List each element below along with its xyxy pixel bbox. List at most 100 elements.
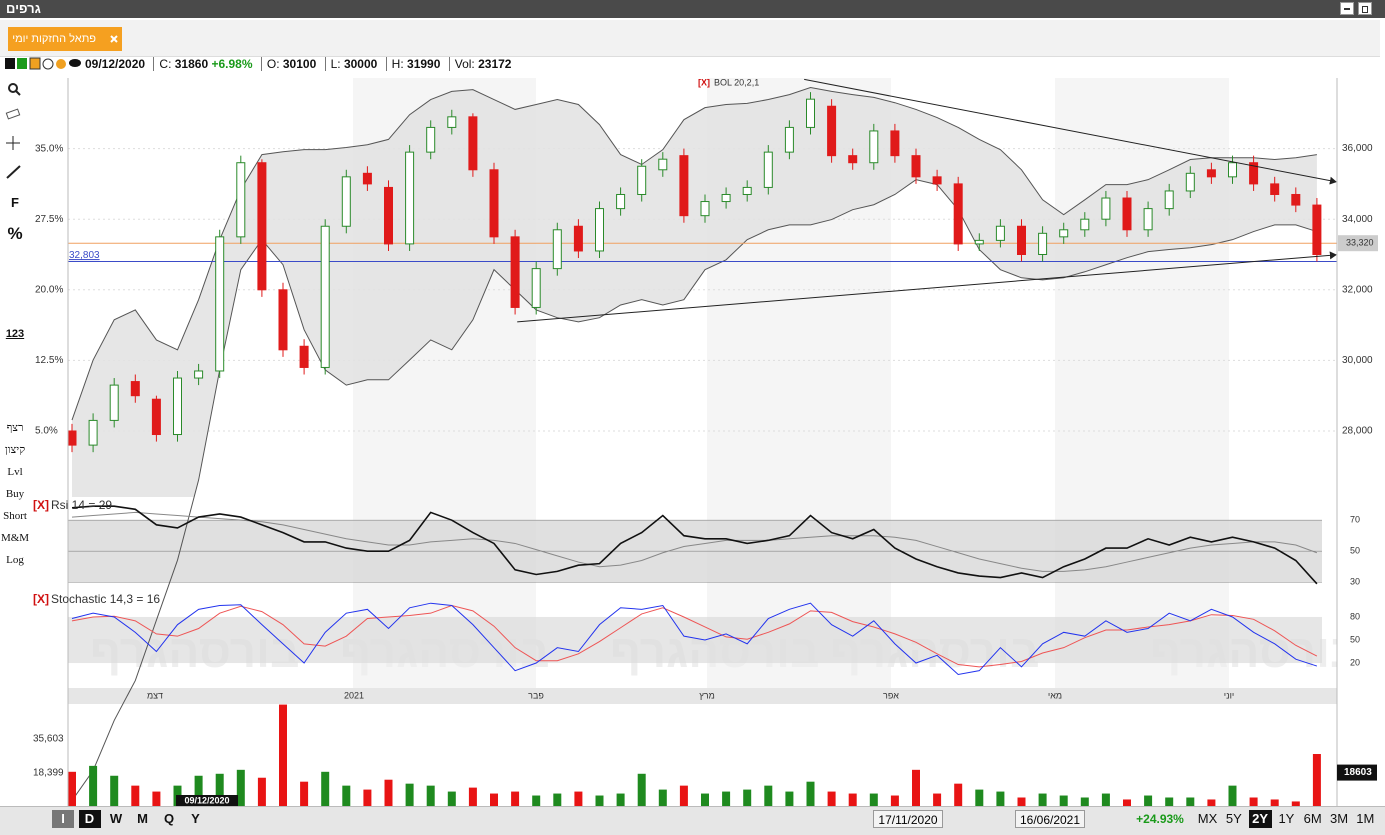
period-button[interactable]: I: [52, 810, 74, 828]
rsi-line: [71, 505, 1318, 585]
volume-bar: [848, 793, 857, 806]
candle-body: [911, 155, 921, 178]
volume-bar: [954, 783, 963, 806]
tool-button[interactable]: קיצון: [4, 444, 26, 456]
span-button[interactable]: 1M: [1356, 811, 1375, 826]
volume-bar: [890, 795, 899, 806]
tool-button[interactable]: Lvl: [7, 466, 23, 478]
span-button[interactable]: 2Y: [1248, 810, 1272, 828]
y-tick-label: 30,000: [1342, 355, 1373, 366]
volume-bar: [806, 781, 815, 806]
tool-button[interactable]: M&M: [0, 532, 30, 544]
span-button[interactable]: 6M: [1303, 811, 1322, 826]
tab[interactable]: פתאל החזקות יומי: [8, 27, 122, 51]
candle-body: [426, 126, 436, 153]
volume-bar: [490, 793, 498, 806]
info-vol-label: Vol:: [448, 57, 475, 71]
candle-body: [130, 381, 140, 397]
tool-button[interactable]: Short: [3, 510, 27, 522]
stoch-tick-label: 20: [1350, 657, 1360, 667]
volume-bar: [405, 783, 414, 806]
volume-bar: [68, 771, 76, 806]
tool-button[interactable]: %: [7, 224, 23, 243]
rsi-tick-label: 50: [1350, 546, 1360, 556]
candle-body: [257, 162, 267, 291]
range-change: +24.93%: [1136, 812, 1184, 826]
bollinger-lower: [71, 179, 1318, 801]
candle-body: [1122, 197, 1132, 231]
span-button[interactable]: 5Y: [1225, 811, 1242, 826]
info-bar: 09/12/2020 C: 31860 +6.98% O: 30100 L: 3…: [85, 57, 511, 71]
tool-icons: [5, 83, 21, 179]
candle-body: [721, 193, 731, 203]
volume-bar: [679, 785, 688, 806]
candle-body: [573, 225, 583, 252]
period-button[interactable]: Y: [191, 811, 200, 826]
period-button[interactable]: Q: [163, 811, 175, 826]
minimize-button[interactable]: [1340, 2, 1354, 15]
range-date[interactable]: 17/11/2020: [873, 810, 943, 828]
tool-button[interactable]: 123: [5, 328, 25, 340]
window-title: גרפים: [6, 1, 41, 16]
info-low: 30000: [343, 57, 378, 71]
indicator-close[interactable]: [X]: [33, 592, 49, 606]
candle-body: [531, 268, 541, 308]
range-date[interactable]: 16/06/2021: [1015, 810, 1085, 828]
tool-button[interactable]: F: [11, 195, 19, 210]
info-vol: 23172: [478, 57, 512, 71]
volume-bar: [912, 769, 920, 806]
volume-bar: [553, 793, 562, 806]
volume-bar: [1165, 797, 1174, 806]
info-change: +6.98%: [211, 57, 253, 71]
period-button[interactable]: D: [78, 810, 101, 828]
span-button[interactable]: MX: [1197, 811, 1218, 826]
volume-bar: [827, 791, 836, 806]
volume-bar: [279, 704, 287, 806]
candle-body: [405, 151, 415, 245]
span-button[interactable]: 3M: [1329, 811, 1349, 826]
volume-bar: [215, 773, 224, 806]
volume-bar: [1144, 795, 1153, 806]
tab-label: פתאל החזקות יומי: [12, 33, 96, 45]
period-button[interactable]: W: [109, 811, 123, 826]
candle-body: [447, 116, 457, 128]
tab-close[interactable]: [110, 35, 118, 43]
volume-bar: [1249, 797, 1258, 806]
indicator-close[interactable]: [X]: [698, 77, 710, 87]
info-close: 31860: [174, 57, 209, 71]
rsi-signal: [71, 511, 1318, 572]
candle-body: [637, 165, 647, 195]
candle-body: [1143, 208, 1153, 231]
span-button[interactable]: 1Y: [1278, 811, 1295, 826]
volume-bar: [236, 769, 245, 806]
rsi-tick-label: 70: [1350, 515, 1360, 525]
volume-bar: [511, 791, 520, 806]
volume-bar: [110, 775, 119, 806]
indicator-label: BOL 20,2,1: [714, 77, 759, 87]
tool-button[interactable]: רצף: [6, 422, 24, 434]
candle-body: [194, 370, 204, 379]
volume-bar: [1038, 793, 1047, 806]
tool-button[interactable]: Buy: [5, 488, 25, 500]
month-label: יוני: [1224, 690, 1235, 700]
tool-button[interactable]: Log: [6, 554, 24, 566]
candle-body: [278, 289, 288, 351]
pct-tick-label: 35.0%: [35, 144, 63, 155]
month-label: דצמ: [147, 690, 163, 700]
candle-body: [68, 430, 77, 446]
popout-button[interactable]: [1358, 2, 1372, 15]
indicator-close[interactable]: [X]: [33, 498, 49, 512]
volume-bar: [637, 773, 646, 806]
month-label: אפר: [883, 690, 899, 700]
volume-bar: [1270, 799, 1279, 806]
candle-body: [215, 236, 225, 372]
info-low-label: L:: [324, 57, 341, 71]
volume-bar: [342, 785, 351, 806]
month-label: מרץ: [699, 690, 715, 700]
period-button[interactable]: M: [137, 811, 148, 826]
volume-bar: [1312, 754, 1321, 806]
price-marker-box: [1338, 235, 1378, 252]
y-tick-label: 36,000: [1342, 143, 1373, 154]
